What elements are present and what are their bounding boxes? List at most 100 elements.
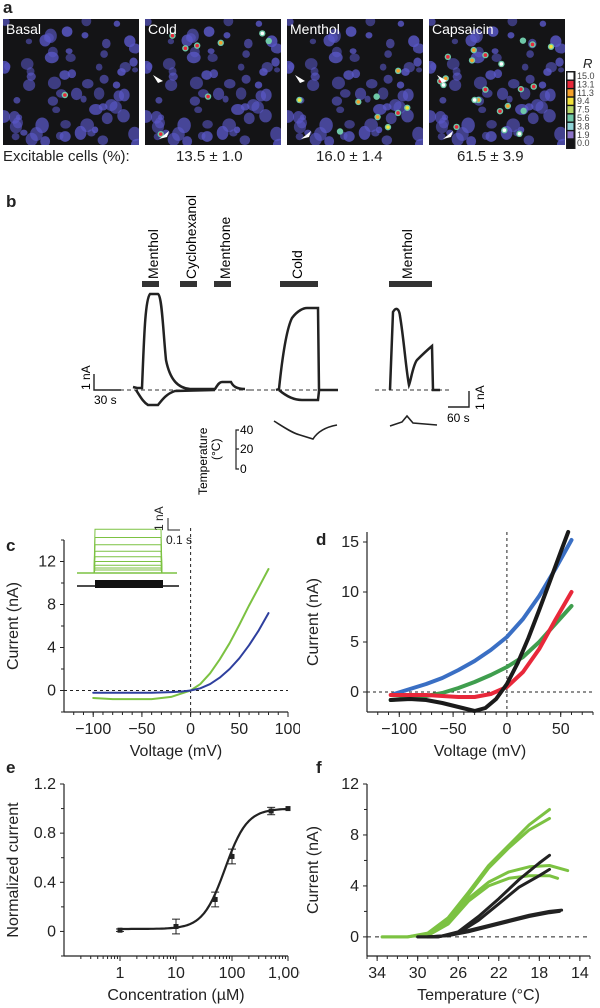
- cell: [344, 119, 355, 129]
- image-title: Menthol: [290, 21, 340, 37]
- cell: [466, 136, 477, 145]
- excitable-cells-label: Excitable cells (%):: [3, 148, 130, 165]
- cell: [93, 87, 105, 100]
- chart-c: 0 4 8 12 −100 −50 0 50 100 Voltage (mV) Current (n…: [5, 506, 300, 760]
- cell: [309, 132, 322, 145]
- active-cell-core: [356, 100, 361, 104]
- active-cell-core: [530, 42, 535, 47]
- cell: [129, 57, 138, 67]
- cell: [4, 62, 11, 71]
- active-cell-core: [375, 115, 380, 119]
- x-tick-label: 50: [552, 721, 570, 738]
- active-cell-core: [338, 129, 342, 134]
- cell: [235, 87, 247, 100]
- inset-current-trace: [93, 560, 163, 574]
- active-cell-core: [183, 46, 188, 51]
- cell: [491, 53, 502, 62]
- x-tick-label: −50: [440, 721, 467, 738]
- image-menthol: Menthol: [287, 19, 423, 145]
- temperature-tick-label: 0: [240, 462, 247, 476]
- stat-capsaicin: 61.5 ± 3.9: [457, 148, 524, 165]
- cell: [521, 63, 529, 71]
- cell: [358, 125, 371, 140]
- scale-bar-left: [93, 374, 121, 391]
- panel-d-label: d: [316, 530, 327, 549]
- cell-field: [145, 19, 281, 145]
- cell: [336, 106, 345, 114]
- cell: [254, 81, 263, 89]
- panel-c-label: c: [6, 536, 16, 555]
- temperature-trace-cold: [273, 420, 338, 440]
- cell: [478, 106, 487, 114]
- cell: [349, 48, 357, 54]
- cell: [112, 81, 121, 89]
- active-cell-core: [63, 93, 67, 97]
- cell: [544, 88, 556, 102]
- active-cell-core: [549, 44, 553, 49]
- cell: [397, 20, 405, 27]
- trace-menthol-2: [388, 307, 440, 392]
- chart-e: 0 0.4 0.8 1.2 1 10 100 1,000 Concentration (µM) N…: [5, 776, 300, 1004]
- cell: [130, 138, 139, 145]
- inset-voltage-steps: [95, 580, 163, 588]
- y-tick-label: 5: [350, 634, 359, 651]
- cell: [67, 69, 77, 79]
- cell: [59, 70, 70, 80]
- x-tick-label: −50: [128, 721, 155, 738]
- cell: [146, 62, 153, 71]
- cell: [70, 87, 83, 101]
- cell: [412, 126, 423, 142]
- scale-bar-right: [448, 391, 470, 408]
- cell: [95, 63, 103, 71]
- cell: [543, 68, 552, 76]
- x-tick-label: 1: [116, 965, 125, 982]
- series-red: [388, 590, 574, 699]
- cell: [481, 131, 490, 140]
- inset-current-trace: [93, 564, 163, 574]
- stimulus-label-menthone: Menthone: [217, 217, 233, 279]
- cell: [128, 126, 139, 142]
- cell: [117, 109, 130, 123]
- cell: [384, 50, 392, 58]
- cell: [310, 67, 319, 76]
- cell: [145, 19, 152, 26]
- panel-f-label: f: [316, 758, 322, 777]
- cell: [12, 117, 24, 129]
- series-blue: [92, 612, 270, 694]
- active-cell-core: [170, 33, 175, 38]
- cell: [429, 19, 436, 26]
- image-title: Capsaicin: [432, 21, 494, 37]
- active-cell-core: [483, 87, 488, 92]
- colorbar-tick-label: 0.0: [577, 138, 590, 148]
- y-axis-label: Normalized current: [5, 802, 22, 938]
- data-point: [285, 806, 291, 812]
- cell: [507, 19, 518, 27]
- arrowhead-icon: [159, 131, 169, 139]
- cell: [487, 26, 499, 37]
- stat-cold: 13.5 ± 1.0: [176, 148, 243, 165]
- cell: [402, 88, 414, 102]
- cell: [554, 126, 565, 142]
- cell: [101, 112, 113, 125]
- cell: [177, 117, 191, 134]
- cell: [47, 96, 59, 106]
- x-tick-label: −100: [75, 721, 111, 738]
- temperature-axis-label: Temperature: [196, 427, 210, 495]
- cell: [538, 81, 547, 89]
- cell: [100, 50, 108, 58]
- cell: [65, 53, 76, 62]
- colorbar-swatch: [567, 97, 574, 105]
- colorbar-swatch: [567, 114, 574, 122]
- cell: [154, 117, 166, 129]
- cell: [307, 79, 320, 91]
- cell: [239, 135, 251, 145]
- scale-right-time: 60 s: [447, 411, 470, 425]
- cell: [493, 69, 503, 79]
- colorbar-tick-label: 7.5: [577, 105, 590, 115]
- cell: [446, 58, 460, 70]
- series-green-4: [426, 874, 560, 938]
- cell: [74, 125, 87, 140]
- cell: [99, 74, 109, 84]
- cell: [255, 20, 263, 27]
- cell: [11, 132, 20, 141]
